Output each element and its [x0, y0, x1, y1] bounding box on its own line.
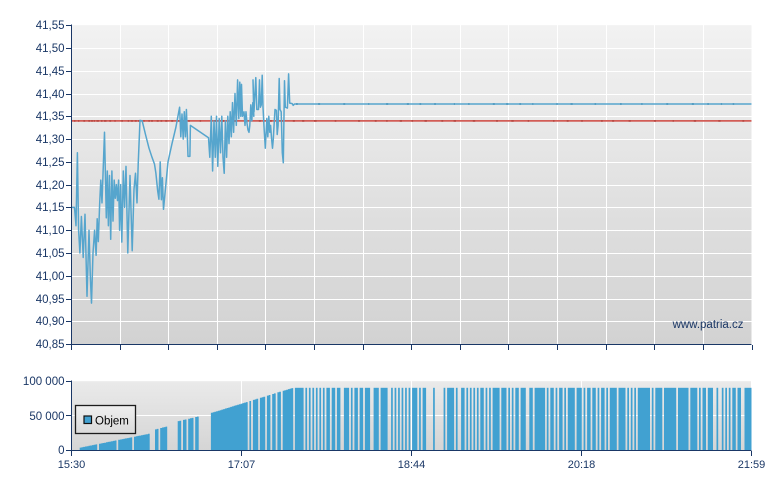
svg-text:41,55: 41,55: [36, 20, 65, 32]
svg-text:41,20: 41,20: [36, 180, 65, 192]
svg-text:50 000: 50 000: [29, 411, 64, 423]
svg-text:41,35: 41,35: [36, 111, 65, 123]
svg-text:41,40: 41,40: [36, 89, 65, 101]
svg-text:41,50: 41,50: [36, 43, 65, 55]
svg-text:41,25: 41,25: [36, 157, 65, 169]
svg-text:41,05: 41,05: [36, 248, 65, 260]
svg-text:18:44: 18:44: [398, 459, 426, 471]
svg-text:Objem: Objem: [95, 416, 129, 428]
svg-text:41,15: 41,15: [36, 202, 65, 214]
svg-text:40,95: 40,95: [36, 294, 65, 306]
svg-text:21:59: 21:59: [738, 459, 766, 471]
svg-text:40,90: 40,90: [36, 316, 65, 328]
svg-text:41,45: 41,45: [36, 66, 65, 78]
svg-text:41,00: 41,00: [36, 271, 65, 283]
svg-text:41,30: 41,30: [36, 134, 65, 146]
svg-text:0: 0: [58, 445, 64, 457]
svg-text:40,85: 40,85: [36, 339, 65, 351]
svg-text:100 000: 100 000: [23, 376, 65, 388]
svg-text:www.patria.cz: www.patria.cz: [672, 319, 744, 331]
svg-text:41,10: 41,10: [36, 225, 65, 237]
svg-text:15:30: 15:30: [58, 459, 86, 471]
svg-text:17:07: 17:07: [228, 459, 256, 471]
svg-text:20:18: 20:18: [568, 459, 596, 471]
